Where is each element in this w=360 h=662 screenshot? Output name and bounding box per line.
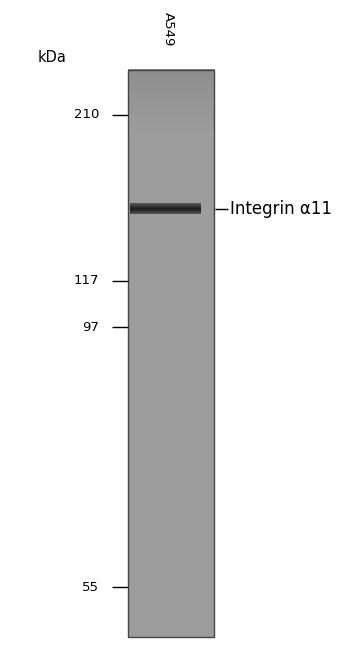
Text: 117: 117 [73, 274, 99, 287]
Text: A549: A549 [162, 12, 175, 46]
Bar [128, 70, 214, 637]
Text: 97: 97 [82, 320, 99, 334]
Text: 55: 55 [82, 581, 99, 594]
Text: 210: 210 [74, 108, 99, 121]
Text: kDa: kDa [38, 50, 67, 65]
Text: Integrin α11: Integrin α11 [230, 199, 332, 218]
